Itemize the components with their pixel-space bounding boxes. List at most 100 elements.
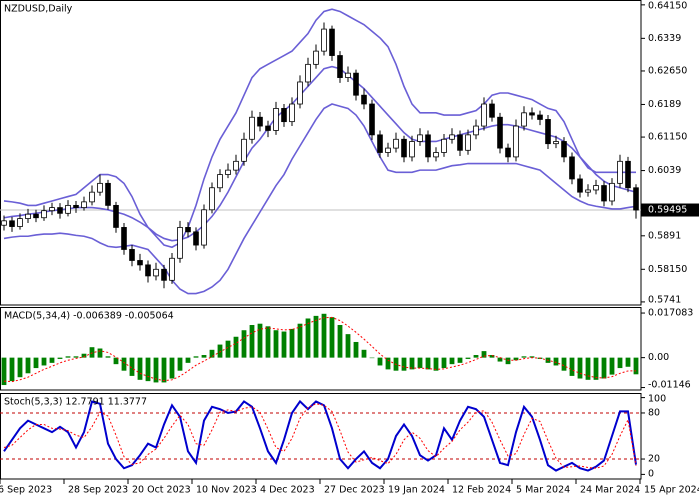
candle-body bbox=[313, 50, 319, 65]
histogram-bar bbox=[129, 357, 135, 376]
candle-body bbox=[425, 134, 431, 158]
histogram-bar bbox=[225, 340, 231, 358]
candle-body bbox=[97, 182, 103, 193]
candle-body bbox=[249, 116, 255, 140]
histogram-bar bbox=[337, 325, 343, 358]
panel-title: Stoch(5,3,3) 12.7791 11.3777 bbox=[4, 397, 147, 408]
candle-body bbox=[65, 204, 71, 214]
y-tick-label: 0.6339 bbox=[648, 33, 681, 44]
indicator-line bbox=[3, 403, 637, 469]
y-tick-label: 0 bbox=[648, 469, 654, 480]
histogram-bar bbox=[241, 330, 247, 358]
candle-body bbox=[145, 264, 151, 277]
current-price-label: 0.59495 bbox=[648, 205, 687, 216]
candle-body bbox=[201, 209, 207, 246]
x-tick-label: 10 Nov 2023 bbox=[196, 485, 257, 496]
candle-body bbox=[105, 182, 111, 206]
histogram-bar bbox=[49, 357, 55, 363]
y-tick-label: 0.58150 bbox=[648, 264, 687, 275]
candle-body bbox=[121, 227, 127, 250]
histogram-bar bbox=[177, 357, 183, 371]
candle-body bbox=[617, 160, 623, 184]
candle-body bbox=[25, 213, 31, 220]
histogram-bar bbox=[521, 356, 527, 358]
histogram-bar bbox=[297, 323, 303, 358]
candle-body bbox=[257, 116, 263, 127]
panel-title: MACD(5,34,4) -0.006389 -0.005064 bbox=[4, 311, 174, 322]
histogram-bar bbox=[385, 357, 391, 370]
panel bbox=[0, 8, 641, 295]
candle-body bbox=[409, 141, 415, 158]
candle-body bbox=[545, 119, 551, 145]
histogram-bar bbox=[585, 357, 591, 380]
indicator-line bbox=[3, 399, 637, 472]
histogram-bar bbox=[305, 318, 311, 358]
candle-body bbox=[193, 231, 199, 246]
histogram-bar bbox=[633, 357, 639, 375]
candle-body bbox=[625, 160, 631, 189]
histogram-bar bbox=[577, 357, 583, 379]
candle-body bbox=[609, 182, 615, 202]
histogram-bar bbox=[465, 357, 471, 359]
histogram-bar bbox=[105, 356, 111, 358]
candle-body bbox=[473, 125, 479, 136]
candle-body bbox=[169, 257, 175, 281]
histogram-bar bbox=[497, 357, 503, 362]
histogram-bar bbox=[145, 357, 151, 382]
macd-panel-frame bbox=[0, 307, 642, 391]
panel-title: NZDUSD,Daily bbox=[4, 4, 73, 15]
y-tick-label: 0.017083 bbox=[648, 308, 693, 319]
candle-body bbox=[49, 207, 55, 212]
histogram-bar bbox=[561, 357, 567, 371]
y-tick-label: 0.00 bbox=[648, 352, 669, 363]
candle-body bbox=[569, 156, 575, 180]
x-tick-label: 4 Dec 2023 bbox=[260, 485, 315, 496]
candle-body bbox=[377, 134, 383, 153]
histogram-bar bbox=[529, 356, 535, 358]
histogram-bar bbox=[1, 357, 7, 386]
histogram-bar bbox=[153, 357, 159, 383]
histogram-bar bbox=[89, 347, 95, 358]
histogram-bar bbox=[409, 357, 415, 370]
histogram-bar bbox=[425, 357, 431, 370]
y-tick-label: 0.6189 bbox=[648, 99, 681, 110]
histogram-bar bbox=[185, 357, 191, 363]
histogram-bar bbox=[265, 326, 271, 358]
panel bbox=[0, 399, 641, 472]
histogram-bar bbox=[489, 355, 495, 358]
candle-body bbox=[521, 112, 527, 127]
x-tick-label: 15 Apr 2024 bbox=[644, 485, 699, 496]
candle-body bbox=[489, 103, 495, 118]
candle-body bbox=[321, 28, 327, 52]
candle-body bbox=[273, 108, 279, 131]
x-tick-label: 6 Sep 2023 bbox=[0, 485, 52, 496]
histogram-bar bbox=[625, 357, 631, 367]
histogram-bar bbox=[601, 357, 607, 379]
histogram-bar bbox=[513, 357, 519, 361]
candle-body bbox=[297, 81, 303, 105]
candle-body bbox=[217, 174, 223, 189]
candle-body bbox=[561, 141, 567, 158]
candle-body bbox=[17, 218, 23, 227]
candle-body bbox=[537, 114, 543, 120]
candle-body bbox=[529, 112, 535, 116]
candle-body bbox=[417, 134, 423, 142]
histogram-bar bbox=[441, 357, 447, 369]
histogram-bar bbox=[217, 344, 223, 358]
candle-body bbox=[441, 138, 447, 153]
histogram-bar bbox=[249, 325, 255, 358]
histogram-bar bbox=[353, 341, 359, 358]
candle-body bbox=[177, 227, 183, 259]
candle-body bbox=[161, 268, 167, 281]
histogram-bar bbox=[81, 353, 87, 358]
y-tick-label: 0.5741 bbox=[648, 295, 681, 306]
current-price-box bbox=[641, 203, 699, 217]
candle-body bbox=[241, 138, 247, 162]
histogram-bar bbox=[273, 330, 279, 358]
candle-body bbox=[585, 189, 591, 193]
y-tick-label: 100 bbox=[648, 394, 666, 405]
histogram-bar bbox=[137, 357, 143, 380]
candle-body bbox=[633, 187, 639, 211]
